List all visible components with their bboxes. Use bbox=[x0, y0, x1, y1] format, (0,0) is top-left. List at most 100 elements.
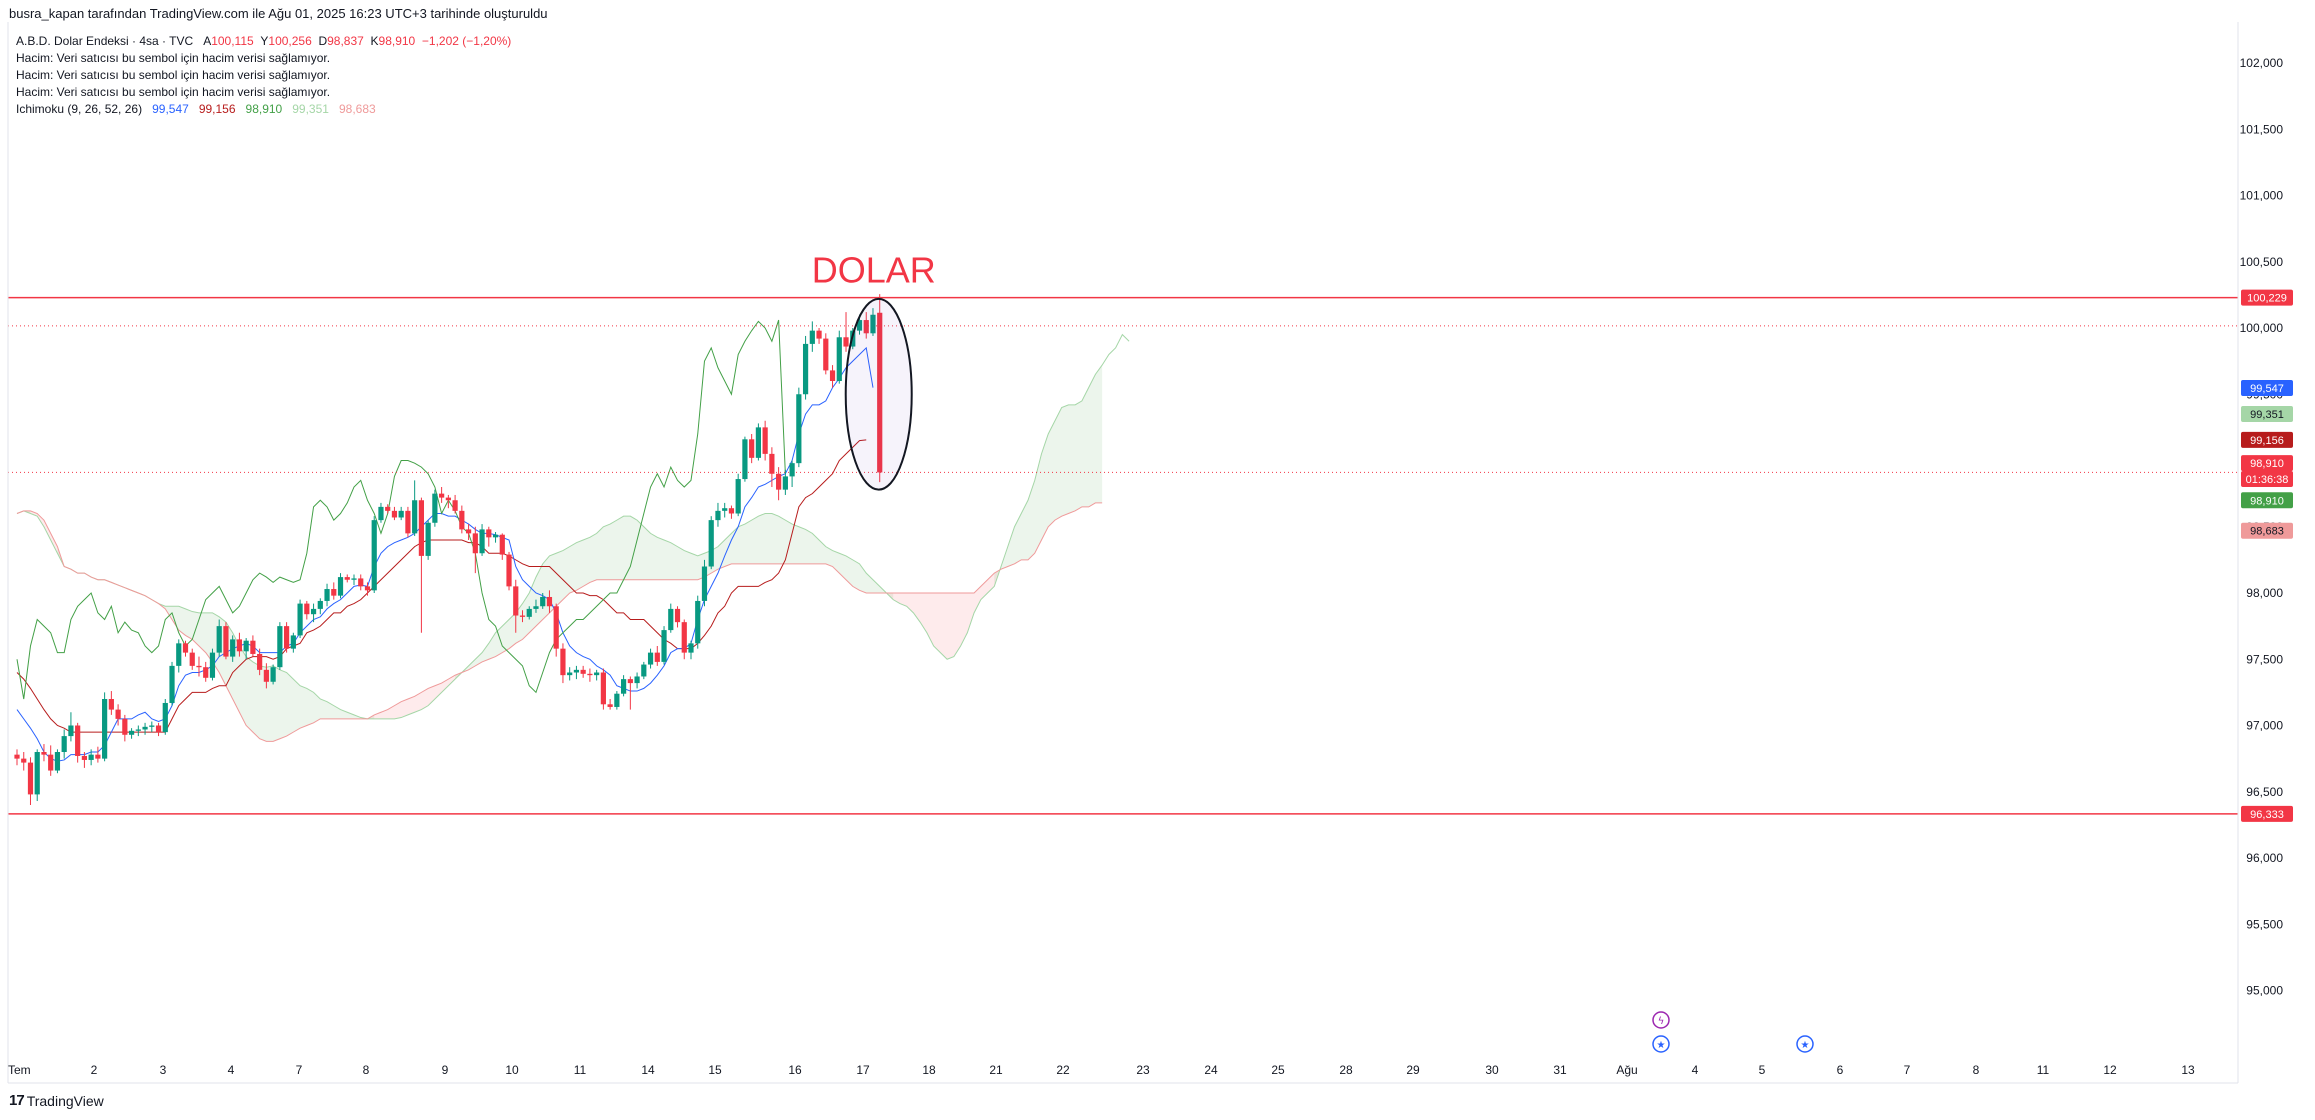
candle-body bbox=[351, 578, 357, 580]
candle-body bbox=[128, 730, 135, 735]
candle-body bbox=[708, 520, 714, 567]
candle-body bbox=[546, 596, 553, 607]
candle-body bbox=[310, 608, 317, 615]
candle-body bbox=[297, 603, 303, 636]
candle-body bbox=[742, 439, 748, 480]
close-value: 98,910 bbox=[378, 34, 416, 48]
candle-body bbox=[499, 534, 505, 555]
cloud-bearish bbox=[23, 510, 65, 567]
span-a-value: 99,351 bbox=[292, 102, 329, 116]
candle-body bbox=[654, 652, 660, 662]
candle-body bbox=[823, 338, 829, 371]
candle-body bbox=[405, 510, 411, 534]
candle-body bbox=[877, 312, 883, 473]
volume-row[interactable]: Hacim: Veri satıcısı bu sembol için haci… bbox=[16, 85, 331, 99]
y-tick-label: 98,000 bbox=[2246, 586, 2283, 600]
candle-body bbox=[41, 752, 47, 755]
candle-body bbox=[155, 725, 162, 733]
candle-body bbox=[526, 608, 532, 617]
y-tick-label: 100,000 bbox=[2240, 321, 2284, 335]
price-label-bg bbox=[2241, 805, 2293, 822]
candle-body bbox=[54, 752, 61, 771]
lightning-event-icon bbox=[1652, 1011, 1670, 1029]
x-tick-label: 2 bbox=[91, 1063, 98, 1077]
y-tick-label: 96,000 bbox=[2246, 851, 2283, 865]
ichimoku-row[interactable]: Ichimoku (9, 26, 52, 26) 99,547 99,156 9… bbox=[16, 101, 511, 118]
candle-body bbox=[567, 672, 573, 676]
candle-body bbox=[627, 679, 633, 684]
candle-body bbox=[668, 608, 674, 631]
x-tick-label: 21 bbox=[989, 1063, 1003, 1077]
us-flag-event-icon bbox=[1796, 1035, 1814, 1053]
axes: 102,000101,500101,000100,500100,00099,50… bbox=[7, 22, 2293, 1084]
cloud-bullish bbox=[17, 510, 31, 514]
candle-body bbox=[472, 533, 478, 554]
candle-body bbox=[465, 529, 472, 534]
candle-body bbox=[277, 626, 283, 668]
candle-body bbox=[418, 500, 424, 556]
tradingview-logo[interactable]: 17 TradingView bbox=[9, 1092, 104, 1109]
low-value: 98,837 bbox=[327, 34, 364, 48]
cloud-bearish bbox=[886, 566, 1002, 660]
volume-row[interactable]: Hacim: Veri satıcısı bu sembol için haci… bbox=[16, 68, 331, 82]
candle-body bbox=[755, 427, 761, 458]
x-tick-label: 24 bbox=[1204, 1063, 1218, 1077]
candle-body bbox=[337, 577, 344, 596]
x-tick-label: 22 bbox=[1056, 1063, 1070, 1077]
price-label-bg bbox=[2241, 471, 2293, 488]
candle-body bbox=[439, 493, 445, 498]
candle-body bbox=[75, 725, 81, 756]
price-label-bg bbox=[2241, 455, 2293, 472]
candle-body bbox=[243, 640, 249, 652]
candle-body bbox=[452, 500, 458, 511]
candle-body bbox=[809, 330, 815, 344]
y-tick-label: 102,000 bbox=[2240, 56, 2284, 70]
price-label: 99,156 bbox=[2250, 435, 2284, 447]
low-label: D bbox=[318, 34, 328, 48]
x-tick-label: 11 bbox=[2037, 1063, 2050, 1077]
open-value: 100,115 bbox=[211, 34, 254, 48]
volume-row[interactable]: Hacim: Veri satıcısı bu sembol için haci… bbox=[16, 51, 331, 65]
candle-body bbox=[223, 626, 229, 657]
symbol-name[interactable]: A.B.D. Dolar Endeksi · 4sa · TVC bbox=[16, 34, 194, 48]
x-tick-label: 3 bbox=[160, 1063, 167, 1077]
x-tick-label: 25 bbox=[1271, 1063, 1285, 1077]
candle-body bbox=[169, 665, 175, 703]
y-tick-label: 95,000 bbox=[2246, 984, 2283, 998]
candle-body bbox=[735, 479, 741, 514]
candle-body bbox=[189, 652, 195, 666]
candle-body bbox=[371, 520, 377, 591]
x-tick-label: 6 bbox=[1837, 1063, 1844, 1077]
price-label: 100,229 bbox=[2247, 293, 2287, 305]
candle-body bbox=[634, 676, 640, 684]
x-tick-label: 18 bbox=[922, 1063, 936, 1077]
y-tick-label: 96,500 bbox=[2246, 785, 2283, 799]
candle-body bbox=[385, 506, 391, 511]
close-label: K bbox=[370, 34, 379, 48]
candle-body bbox=[614, 693, 620, 707]
candle-body bbox=[284, 626, 290, 649]
x-tick-label: 8 bbox=[1973, 1063, 1980, 1077]
y-tick-label: 97,500 bbox=[2246, 652, 2283, 666]
candle-body bbox=[115, 709, 121, 719]
candle-body bbox=[250, 640, 256, 654]
price-label-bg bbox=[2241, 431, 2293, 448]
x-tick-label: 17 bbox=[856, 1063, 870, 1077]
us-flag-event-icon-glyph: ★ bbox=[1657, 1040, 1666, 1051]
candle-body bbox=[506, 554, 512, 587]
annotations: DOLAR ϟ ★ ★ bbox=[812, 249, 1814, 1053]
x-tick-label: 13 bbox=[2181, 1063, 2195, 1077]
lightning-event-icon-glyph: ϟ bbox=[1658, 1016, 1665, 1027]
x-tick-label: 30 bbox=[1485, 1063, 1499, 1077]
candle-body bbox=[182, 643, 189, 653]
x-tick-label: 16 bbox=[788, 1063, 802, 1077]
price-label: 98,910 bbox=[2250, 495, 2284, 507]
candle-body bbox=[21, 758, 27, 763]
price-label-bg bbox=[2241, 405, 2293, 422]
x-tick-label: Ağu bbox=[1616, 1063, 1637, 1077]
candle-body bbox=[587, 673, 593, 676]
candle-body bbox=[391, 510, 398, 518]
high-label: Y bbox=[260, 34, 269, 48]
x-tick-label: 31 bbox=[1553, 1063, 1567, 1077]
